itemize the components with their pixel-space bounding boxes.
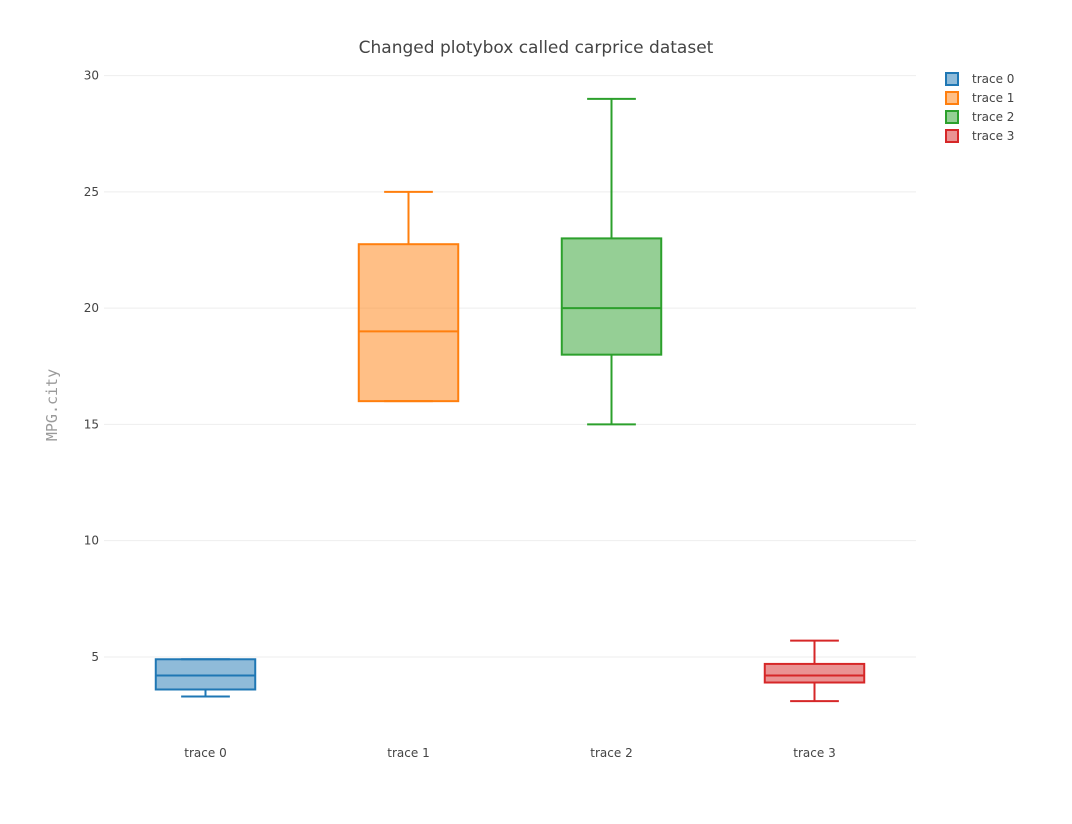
legend-item[interactable]: trace 2 (945, 110, 1014, 124)
y-tick-label: 20 (84, 301, 99, 315)
legend: trace 0 trace 1 trace 2 trace 3 (945, 72, 1014, 143)
box-trace-3 (763, 639, 866, 703)
legend-item[interactable]: trace 1 (945, 91, 1014, 105)
legend-label: trace 0 (972, 72, 1014, 86)
legend-label: trace 1 (972, 91, 1014, 105)
y-tick-label: 10 (84, 534, 99, 548)
x-tick-label: trace 0 (184, 746, 226, 760)
y-tick-label: 30 (84, 69, 99, 83)
y-tick-label: 15 (84, 417, 99, 431)
y-axis-label: MPG.city (43, 369, 61, 441)
box-iqr (357, 243, 460, 403)
legend-label: trace 2 (972, 110, 1014, 124)
y-tick-label: 25 (84, 185, 99, 199)
axis-layer: 5 10 15 20 25 30 trace 0 trace 1 trace 2 trace 3 (84, 69, 836, 760)
legend-item[interactable]: trace 0 (945, 72, 1014, 86)
box-trace-1 (357, 190, 460, 403)
box-trace-2 (560, 97, 663, 426)
chart-title: Changed plotybox called carprice dataset (359, 38, 714, 58)
y-tick-label: 5 (91, 650, 99, 664)
x-tick-label: trace 2 (590, 746, 632, 760)
legend-swatch (945, 72, 959, 86)
legend-swatch (945, 91, 959, 105)
legend-label: trace 3 (972, 129, 1014, 143)
box-iqr (560, 237, 663, 356)
legend-swatch (945, 110, 959, 124)
box-trace-0 (154, 658, 257, 698)
x-tick-label: trace 3 (793, 746, 835, 760)
legend-swatch (945, 129, 959, 143)
box-layer (154, 97, 866, 703)
box-iqr (154, 658, 257, 691)
box-iqr (763, 662, 866, 684)
grid-layer (104, 75, 916, 658)
x-tick-label: trace 1 (387, 746, 429, 760)
legend-item[interactable]: trace 3 (945, 129, 1014, 143)
